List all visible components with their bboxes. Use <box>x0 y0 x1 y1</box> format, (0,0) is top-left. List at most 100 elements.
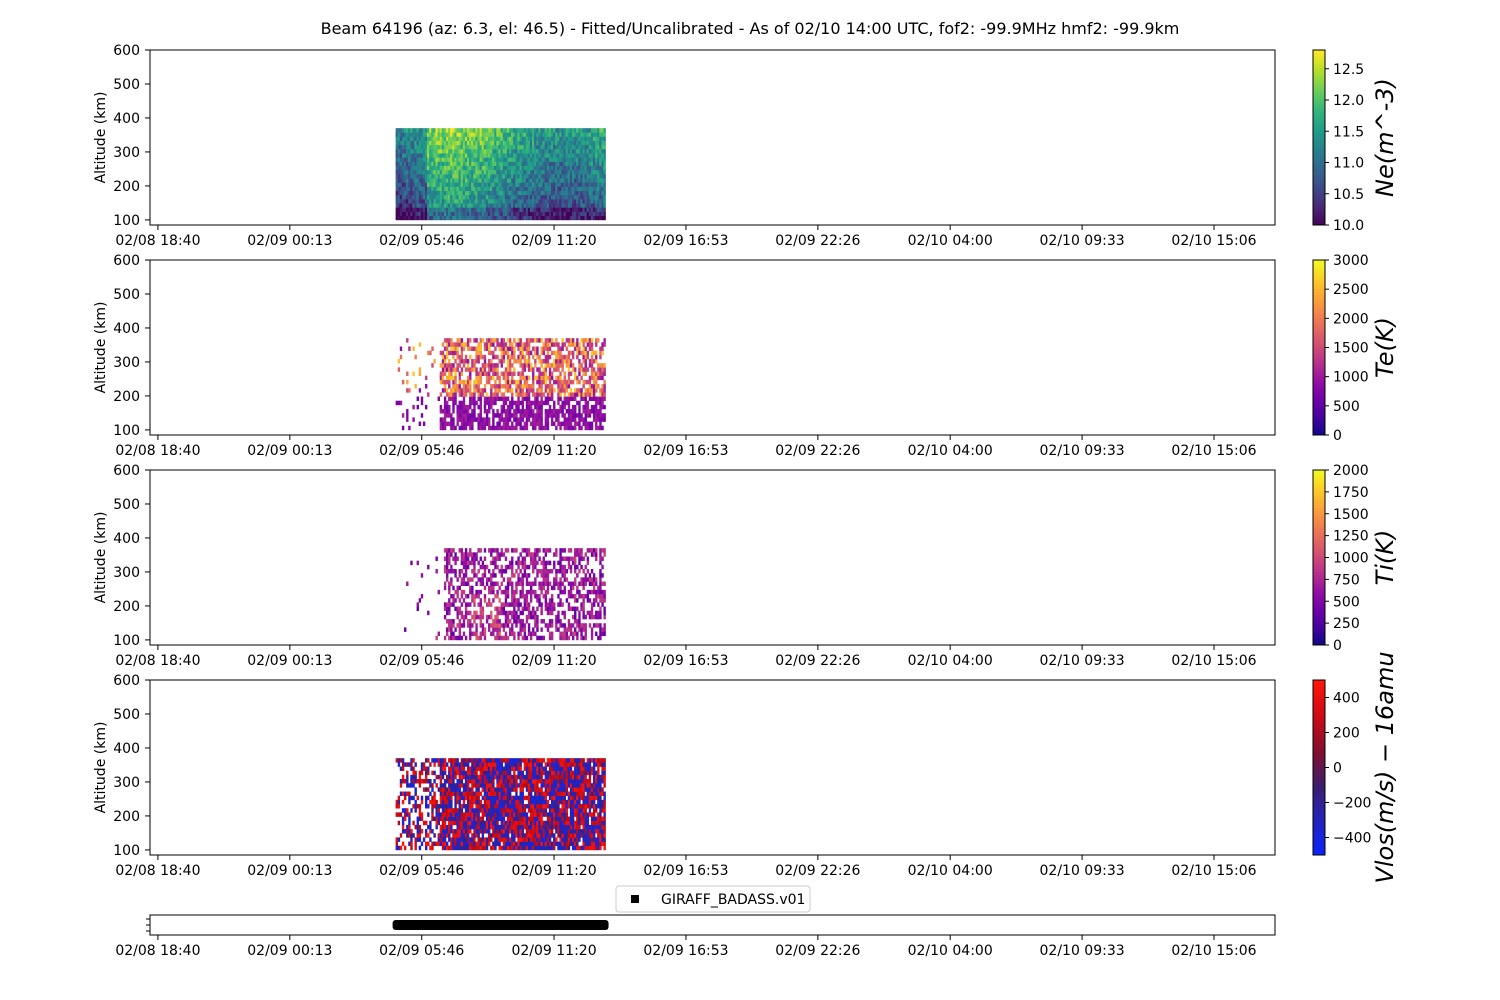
ne-cell <box>504 144 508 150</box>
ti-cell <box>513 594 516 599</box>
ne-cell <box>427 203 430 208</box>
ti-cell <box>527 610 531 616</box>
te-colorbar-segment <box>1313 411 1325 416</box>
ti-cell <box>450 548 453 553</box>
ne-cell <box>595 215 598 221</box>
ti-cell <box>542 569 545 574</box>
te-cell <box>565 379 569 385</box>
ne-cell <box>508 190 512 196</box>
te-cell <box>496 367 499 372</box>
ti-cell <box>517 556 520 561</box>
ne-cell <box>429 149 432 154</box>
ne-cell <box>523 203 527 208</box>
ne-cell <box>588 194 592 200</box>
ne-cell <box>448 203 451 208</box>
ne-cell <box>515 203 518 208</box>
vlos-cell <box>418 833 422 838</box>
ti-cell <box>563 589 566 595</box>
ne-cell <box>550 174 554 179</box>
ne-cell <box>431 136 434 141</box>
ti-cell <box>521 556 524 561</box>
te-cell <box>578 363 581 368</box>
te-cell <box>439 404 443 410</box>
ne-cell <box>445 174 449 179</box>
te-cell <box>513 413 516 418</box>
ne-cell <box>404 211 407 217</box>
vlos-cell <box>439 816 443 822</box>
te-cell <box>494 392 497 397</box>
ne-cell <box>414 199 417 204</box>
te-cell <box>521 413 524 418</box>
te-cell <box>544 384 548 389</box>
ne-cell <box>450 199 453 204</box>
ne-cell <box>429 144 432 150</box>
ne-cell <box>590 165 594 171</box>
ti-cell <box>521 581 524 586</box>
ne-cell <box>586 174 590 179</box>
ne-cell <box>456 144 459 150</box>
te-cell <box>452 363 455 368</box>
ne-cell <box>523 211 527 217</box>
ne-cell <box>395 140 398 146</box>
te-cell <box>527 363 531 368</box>
te-cell <box>496 342 499 347</box>
te-cell <box>603 396 606 402</box>
te-cell <box>443 425 447 431</box>
ne-cell <box>574 153 577 158</box>
te-cell <box>582 421 585 427</box>
te-cell <box>469 371 472 376</box>
te-cell <box>506 350 510 356</box>
ne-cell <box>401 136 405 141</box>
ne-cell <box>567 211 571 217</box>
te-cell <box>578 346 581 351</box>
ne-cell <box>532 153 535 158</box>
te-cell <box>590 367 594 372</box>
ti-colorbar-segment <box>1313 493 1325 497</box>
ne-colorbar-segment <box>1313 175 1325 179</box>
ne-colorbar-segment <box>1313 50 1325 54</box>
ne-cell <box>471 165 474 171</box>
te-cell <box>603 338 606 343</box>
te-cell <box>582 417 585 422</box>
te-cell <box>536 367 539 372</box>
ne-cell <box>563 182 566 187</box>
ne-cell <box>550 211 554 217</box>
te-cell <box>557 359 560 364</box>
te-cell <box>454 350 457 356</box>
ti-cell <box>475 581 478 586</box>
ne-cell <box>565 144 569 150</box>
te-cell <box>513 338 516 343</box>
ti-colorbar-segment <box>1313 586 1325 591</box>
ne-cell <box>525 144 529 150</box>
ne-cell <box>492 199 495 204</box>
te-cell <box>513 354 516 360</box>
te-cell <box>582 354 585 360</box>
ne-cell <box>496 194 499 200</box>
ne-cell <box>542 207 545 212</box>
te-cell <box>477 417 480 422</box>
ne-colorbar-segment <box>1313 195 1325 200</box>
ne-cell <box>437 136 440 141</box>
te-cell <box>540 413 543 418</box>
ti-cell <box>536 560 539 566</box>
ne-cell <box>557 174 560 179</box>
ne-cell <box>544 178 548 183</box>
ne-cell <box>553 128 556 133</box>
te-cell <box>443 421 447 427</box>
ne-cell <box>410 149 413 154</box>
ne-cell <box>454 169 457 175</box>
te-xtick-label: 02/09 05:46 <box>379 443 464 459</box>
te-cell <box>578 359 581 364</box>
ne-cell <box>424 215 428 221</box>
te-cell <box>464 392 468 397</box>
ti-cell <box>445 548 449 553</box>
ne-ytick-label: 600 <box>113 43 140 59</box>
ti-cell <box>485 564 489 570</box>
te-cell <box>504 409 508 414</box>
ne-cell <box>527 161 531 166</box>
ti-colorbar-segment <box>1313 592 1325 596</box>
ne-cell <box>424 174 428 179</box>
ti-cell <box>521 594 524 599</box>
te-cell <box>475 388 478 393</box>
ti-cell <box>576 619 579 624</box>
